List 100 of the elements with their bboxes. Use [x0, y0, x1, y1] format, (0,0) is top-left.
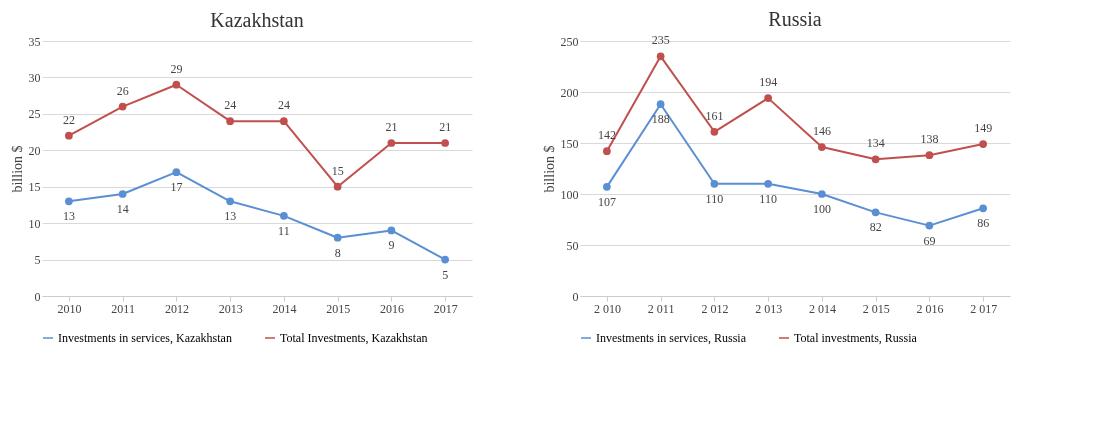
data-label: 8	[334, 245, 341, 260]
y-tick-label: 150	[560, 136, 579, 151]
point	[280, 211, 288, 220]
x-tick-label: 2 011	[647, 301, 675, 316]
x-tick-label: 2010	[57, 301, 82, 316]
y-axis-title: billion $	[9, 145, 25, 193]
point	[172, 168, 181, 177]
point	[441, 139, 449, 147]
data-label: 13	[224, 209, 237, 224]
data-label: 107	[597, 194, 616, 209]
point	[603, 147, 611, 156]
data-label: 110	[705, 191, 724, 206]
y-tick-label: 20	[28, 143, 41, 158]
x-tick-label: 2 013	[755, 301, 783, 316]
x-tick-label: 2015	[326, 301, 351, 316]
point	[818, 190, 826, 198]
x-tick-label: 2011	[111, 301, 135, 316]
point	[65, 197, 73, 206]
data-label: 13	[62, 209, 75, 224]
data-label: 26	[116, 83, 129, 98]
point	[764, 179, 772, 188]
y-tick-label: 30	[28, 70, 41, 85]
x-tick-label: 2 010	[593, 301, 621, 316]
point	[172, 80, 181, 89]
point	[979, 204, 987, 213]
point	[656, 100, 665, 109]
point	[226, 117, 234, 126]
point	[333, 233, 342, 242]
point	[118, 190, 127, 198]
point	[710, 127, 719, 136]
data-label: 110	[759, 191, 777, 206]
data-label: 11	[278, 223, 290, 238]
y-tick-label: 25	[28, 107, 41, 122]
x-tick-label: 2012	[164, 301, 189, 316]
y-tick-label: 100	[560, 187, 579, 202]
point	[387, 139, 396, 147]
x-tick-label: 2 017	[970, 301, 998, 316]
point	[710, 179, 719, 188]
point	[979, 140, 987, 148]
data-label: 134	[866, 136, 885, 151]
data-label: 188	[651, 112, 670, 127]
point	[65, 131, 73, 140]
point	[764, 94, 772, 102]
point	[871, 208, 880, 217]
data-label: 86	[977, 216, 990, 231]
data-label: 235	[651, 33, 670, 48]
y-tick-label: 250	[560, 34, 579, 49]
data-label: 5	[442, 267, 449, 282]
point	[226, 197, 234, 206]
y-tick-label: 0	[572, 289, 579, 304]
legend-label: Total investments, Russia	[794, 331, 918, 345]
data-label: 138	[920, 132, 939, 147]
x-tick-label: 2017	[433, 301, 458, 316]
y-tick-label: 15	[28, 180, 41, 195]
y-tick-label: 35	[28, 34, 41, 49]
data-label: 24	[277, 98, 290, 113]
point	[871, 155, 880, 164]
x-tick-label: 2014	[272, 301, 297, 316]
point	[387, 226, 396, 235]
point	[818, 143, 826, 151]
legend-label: Total Investments, Kazakhstan	[280, 331, 428, 345]
data-label: 146	[812, 124, 831, 139]
legend-label: Investments in services, Russia	[596, 331, 747, 345]
x-tick-label: 2016	[379, 301, 404, 316]
point	[118, 102, 127, 111]
data-label: 15	[331, 163, 344, 178]
chart-title: Russia	[768, 8, 822, 31]
data-label: 24	[224, 98, 237, 113]
point	[925, 151, 934, 160]
data-label: 14	[116, 202, 129, 216]
legend-label: Investments in services, Kazakhstan	[58, 331, 232, 345]
data-label: 194	[759, 75, 778, 90]
data-label: 100	[812, 202, 831, 216]
y-tick-label: 10	[28, 216, 41, 231]
data-label: 161	[705, 108, 724, 123]
y-axis-title: billion $	[541, 145, 557, 193]
data-label: 9	[388, 238, 395, 253]
point	[925, 221, 934, 230]
point	[603, 182, 611, 191]
y-tick-label: 50	[566, 238, 579, 253]
data-label: 69	[923, 233, 936, 248]
data-label: 21	[385, 120, 398, 134]
data-label: 29	[170, 61, 183, 76]
data-label: 17	[170, 180, 183, 195]
x-tick-label: 2 016	[916, 301, 944, 316]
data-label: 82	[869, 220, 882, 235]
x-tick-label: 2013	[218, 301, 243, 316]
chart-title: Kazakhstan	[210, 9, 304, 31]
point	[333, 182, 342, 191]
x-tick-label: 2 012	[701, 301, 729, 316]
point	[441, 255, 449, 264]
data-label: 21	[439, 120, 452, 134]
data-label: 149	[974, 121, 993, 136]
x-tick-label: 2 015	[862, 301, 890, 316]
data-label: 22	[62, 112, 75, 127]
point	[656, 52, 665, 61]
y-tick-label: 5	[34, 253, 41, 268]
x-tick-label: 2 014	[808, 301, 836, 316]
data-label: 142	[597, 128, 616, 143]
point	[280, 117, 288, 126]
